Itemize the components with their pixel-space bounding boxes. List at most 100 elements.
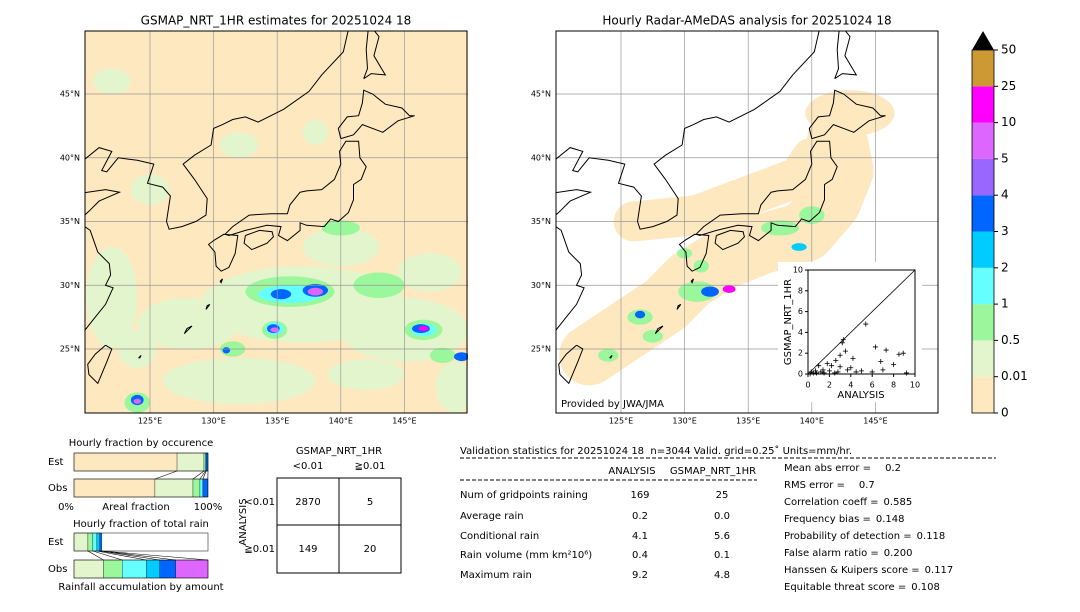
colorbar-label: 0: [1001, 406, 1009, 420]
rain-area: [678, 281, 717, 302]
scatter-point: [850, 355, 856, 361]
scatter-point: [872, 344, 878, 350]
score-value: 0.7: [859, 480, 875, 491]
score-value: 0.2: [885, 463, 901, 474]
stat-label: Conditional rain: [460, 531, 539, 542]
rain-area: [302, 119, 329, 145]
x-axis-label: ANALYSIS: [837, 390, 884, 401]
connector: [96, 550, 147, 561]
scatter-point: [880, 367, 886, 373]
x-tick-label: 4: [848, 381, 853, 390]
stat-value: 0.4: [632, 550, 648, 561]
scatter-point: [840, 337, 846, 343]
stat-value: 0.0: [714, 511, 730, 522]
scatter-point: [878, 359, 884, 365]
rain-area: [701, 286, 719, 297]
bar-frame: [73, 532, 209, 552]
score-value: 0.585: [884, 497, 913, 508]
y-tick-label: 6: [798, 307, 803, 316]
colorbar-segment: [972, 231, 994, 268]
fraction-segment: [103, 559, 123, 579]
colorbar-segment: [972, 340, 994, 377]
row-label: Est: [48, 457, 64, 468]
colorbar-segment: [972, 304, 994, 341]
lon-label: 125°E: [138, 417, 162, 426]
score-label: False alarm ratio =: [784, 548, 879, 559]
colorbar-label: 3: [1001, 224, 1009, 238]
analysis-coverage: [805, 90, 895, 137]
stat-value: 25: [716, 490, 729, 501]
rain-area: [429, 347, 456, 364]
scatter-point: [826, 368, 832, 374]
map: [556, 31, 938, 413]
panel-title: Hourly fraction by occurence: [69, 438, 213, 449]
table-cell: 149: [298, 544, 317, 555]
coastline: [183, 325, 193, 335]
rain-area: [598, 349, 619, 362]
score-label: Frequency bias =: [784, 514, 871, 525]
fraction-segment: [203, 452, 206, 472]
score-value: 0.117: [925, 565, 954, 576]
rain-area: [162, 357, 316, 404]
coastline: [676, 303, 682, 310]
lon-label: 145°E: [863, 417, 887, 426]
rain-area: [418, 326, 429, 332]
colorbar-label: 5: [1001, 151, 1009, 165]
map: [85, 31, 468, 413]
map-title: GSMAP_NRT_1HR estimates for 20251024 18: [141, 14, 412, 28]
y-axis-label: GSMAP_NRT_1HR: [783, 279, 794, 365]
lat-label: 35°N: [531, 217, 551, 226]
lon-label: 140°E: [329, 417, 353, 426]
map-title: Hourly Radar-AMeDAS analysis for 2025102…: [602, 14, 891, 28]
fraction-segment: [73, 559, 104, 579]
coastline: [609, 355, 613, 359]
scatter-point: [903, 370, 909, 376]
score-label: Probability of detection =: [784, 531, 912, 542]
scatter-point: [812, 368, 818, 374]
connector: [92, 550, 123, 561]
fraction-segment: [154, 478, 194, 498]
y-tick-label: 4: [798, 328, 803, 337]
lat-label: 35°N: [60, 217, 80, 226]
lat-label: 30°N: [60, 281, 80, 290]
x-tick-label: 0: [805, 381, 810, 390]
axis-label: 0%: [58, 502, 74, 513]
coastline: [337, 89, 415, 140]
connector: [101, 550, 209, 561]
stat-label: Num of gridpoints raining: [460, 490, 588, 501]
coastline: [219, 278, 223, 284]
scatter-point: [833, 357, 839, 363]
coastline: [695, 140, 838, 242]
colorbar-label: 0.5: [1001, 333, 1020, 347]
credit: Provided by JWA/JMA: [561, 399, 664, 410]
score-value: 0.118: [917, 531, 946, 542]
colorbar-segment: [972, 50, 994, 87]
diagonal: [807, 269, 916, 375]
colorbar-segment: [972, 122, 994, 159]
stats-header: Validation statistics for 20251024 18 n=…: [460, 445, 852, 457]
col-label: ≧0.01: [355, 461, 386, 472]
fraction-segment: [92, 532, 98, 552]
lon-label: 140°E: [800, 417, 824, 426]
coastline: [363, 31, 387, 80]
map-frame: [84, 30, 468, 414]
colorbar-label: 2: [1001, 260, 1009, 274]
fraction-segment: [99, 532, 103, 552]
stat-value: 5.6: [714, 531, 730, 542]
stat-label: Average rain: [460, 511, 524, 522]
map-frame: [555, 30, 939, 414]
coastline: [556, 189, 593, 332]
coastline: [556, 31, 820, 230]
connector: [101, 550, 176, 561]
rain-area: [133, 398, 142, 404]
row-label: Est: [48, 537, 64, 548]
fraction-segment: [73, 532, 89, 552]
row-title: ANALYSIS: [238, 498, 249, 545]
connector: [87, 550, 104, 561]
axis-label: Areal fraction: [102, 502, 169, 513]
colorbar-label: 25: [1001, 79, 1016, 93]
scatter-point: [814, 370, 820, 376]
connector: [192, 470, 205, 480]
coastline: [138, 355, 142, 359]
